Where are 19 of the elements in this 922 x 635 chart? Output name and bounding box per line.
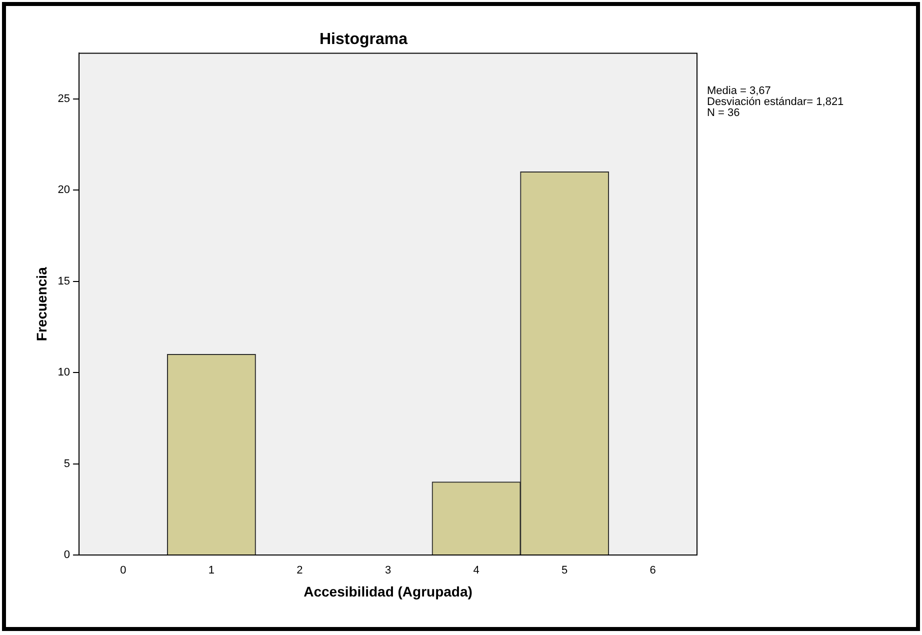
x-tick-label: 3 [384, 564, 392, 577]
text: Desviación estándar= 1,821 [707, 96, 844, 108]
chart-title: Histograma [319, 31, 408, 48]
x-axis-title: Accesibilidad (Agrupada) [304, 583, 472, 600]
y-tick-label: 15 [58, 275, 70, 288]
y-tick-label: 0 [64, 549, 70, 562]
y-tick-label: 5 [64, 458, 70, 470]
x-tick-label: 4 [473, 564, 480, 577]
text: N = 36 [707, 107, 741, 119]
y-axis-title: Frecuencia [33, 266, 50, 342]
y-tick-label: 25 [58, 92, 70, 105]
y-tick-label: 20 [58, 184, 70, 196]
x-tick-label: 5 [562, 564, 568, 577]
y-tick-label: 10 [58, 366, 70, 379]
x-tick-label: 0 [120, 564, 126, 577]
x-tick-label: 1 [208, 564, 215, 577]
x-tick-label: 2 [296, 564, 303, 577]
text: Media = 3,67 [707, 85, 771, 97]
x-tick-label: 6 [650, 564, 656, 577]
